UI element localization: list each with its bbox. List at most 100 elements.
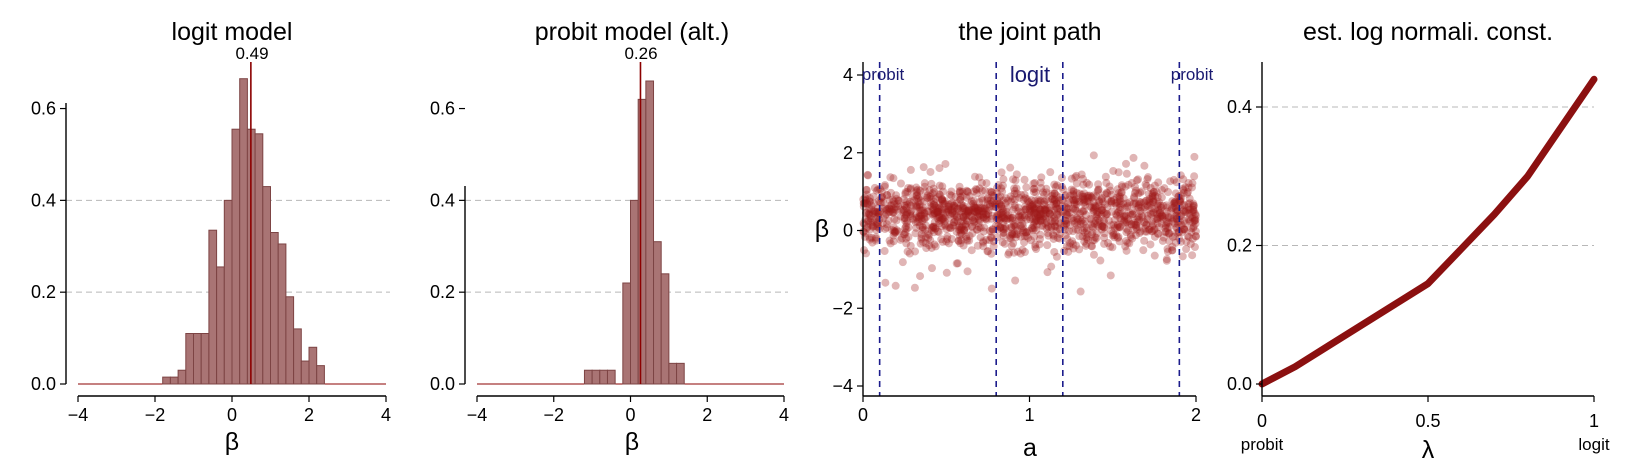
scatter-point [1184,178,1193,187]
scatter-point [912,223,921,232]
scatter-point [988,198,997,207]
scatter-point [1133,225,1142,234]
scatter-point [905,249,914,258]
scatter-point [1168,217,1177,226]
scatter-point [1108,231,1117,240]
scatter-point [1028,201,1037,210]
scatter-point [1053,210,1062,219]
scatter-point [1119,199,1128,208]
scatter-point [934,217,943,226]
scatter-point [1165,237,1174,246]
scatter-point [960,226,969,235]
scatter-point [988,225,997,234]
scatter-point [1112,198,1121,207]
scatter-point [1053,181,1062,190]
scatter-point [1021,205,1030,214]
scatter-point [1162,219,1171,228]
scatter-point [1157,211,1166,220]
scatter-point [1028,206,1037,215]
scatter-point [956,239,965,248]
scatter-point [1098,206,1107,215]
scatter-point [967,199,976,208]
scatter-point [1142,220,1151,229]
scatter-point [1142,182,1151,191]
scatter-point [1161,224,1170,233]
scatter-point [1122,218,1131,227]
scatter-point [929,205,938,214]
scatter-point [1069,196,1078,205]
scatter-point [912,191,921,200]
scatter-point [1054,218,1063,227]
scatter-point [921,239,930,248]
scatter-point [1136,188,1145,197]
scatter-point [906,165,915,174]
scatter-point [1071,206,1080,215]
scatter-point [931,194,940,203]
scatter-point [1123,215,1132,224]
scatter-point [1094,196,1103,205]
scatter-point [1185,205,1194,214]
scatter-point [1154,178,1163,187]
scatter-point [893,199,902,208]
scatter-point [1089,191,1098,200]
scatter-point [917,206,926,215]
scatter-point [1164,188,1173,197]
scatter-point [941,205,950,214]
scatter-point [935,181,944,190]
scatter-point [974,209,983,218]
scatter-point [1009,175,1018,184]
scatter-point [1069,240,1078,249]
histogram-bar [583,369,593,385]
scatter-point [1062,191,1071,200]
scatter-point [1179,206,1188,215]
scatter-point [1080,224,1089,233]
scatter-point [1020,175,1029,184]
scatter-point [919,223,928,232]
scatter-point [996,215,1005,224]
scatter-point [1078,216,1087,225]
scatter-point [1092,210,1101,219]
scatter-point [1064,199,1073,208]
scatter-point [1009,221,1018,230]
scatter-point [1104,216,1113,225]
scatter-point [984,210,993,219]
scatter-point [1091,202,1100,211]
scatter-point [865,225,874,234]
scatter-point [949,218,958,227]
scatter-point [908,192,917,201]
scatter-point [1035,214,1044,223]
scatter-point [1006,213,1015,222]
scatter-point [1055,229,1064,238]
scatter-point [1107,221,1116,230]
y-tick-label: 0.0 [430,374,455,394]
x-tick-label: 4 [381,405,391,425]
scatter-point [991,200,1000,209]
scatter-point [1062,210,1071,219]
scatter-point [1068,195,1077,204]
scatter-point [916,239,925,248]
scatter-point [1015,193,1024,202]
scatter-point [1182,245,1191,254]
scatter-point [995,200,1004,209]
scatter-point [1135,223,1144,232]
scatter-point [1180,217,1189,226]
scatter-point [1150,181,1159,190]
y-tick-label: 0.4 [1227,97,1252,117]
scatter-point [1120,204,1129,213]
scatter-point [999,228,1008,237]
scatter-point [1189,201,1198,210]
scatter-point [955,187,964,196]
scatter-point [1144,202,1153,211]
scatter-point [1032,208,1041,217]
scatter-point [1029,221,1038,230]
scatter-point [924,229,933,238]
scatter-point [1094,180,1103,189]
scatter-point [1071,173,1080,182]
scatter-point [1069,216,1078,225]
scatter-point [1170,202,1179,211]
scatter-point [939,199,948,208]
scatter-point [987,284,996,293]
y-tick-label: 0.2 [430,282,455,302]
y-tick-label: 4 [843,65,853,85]
